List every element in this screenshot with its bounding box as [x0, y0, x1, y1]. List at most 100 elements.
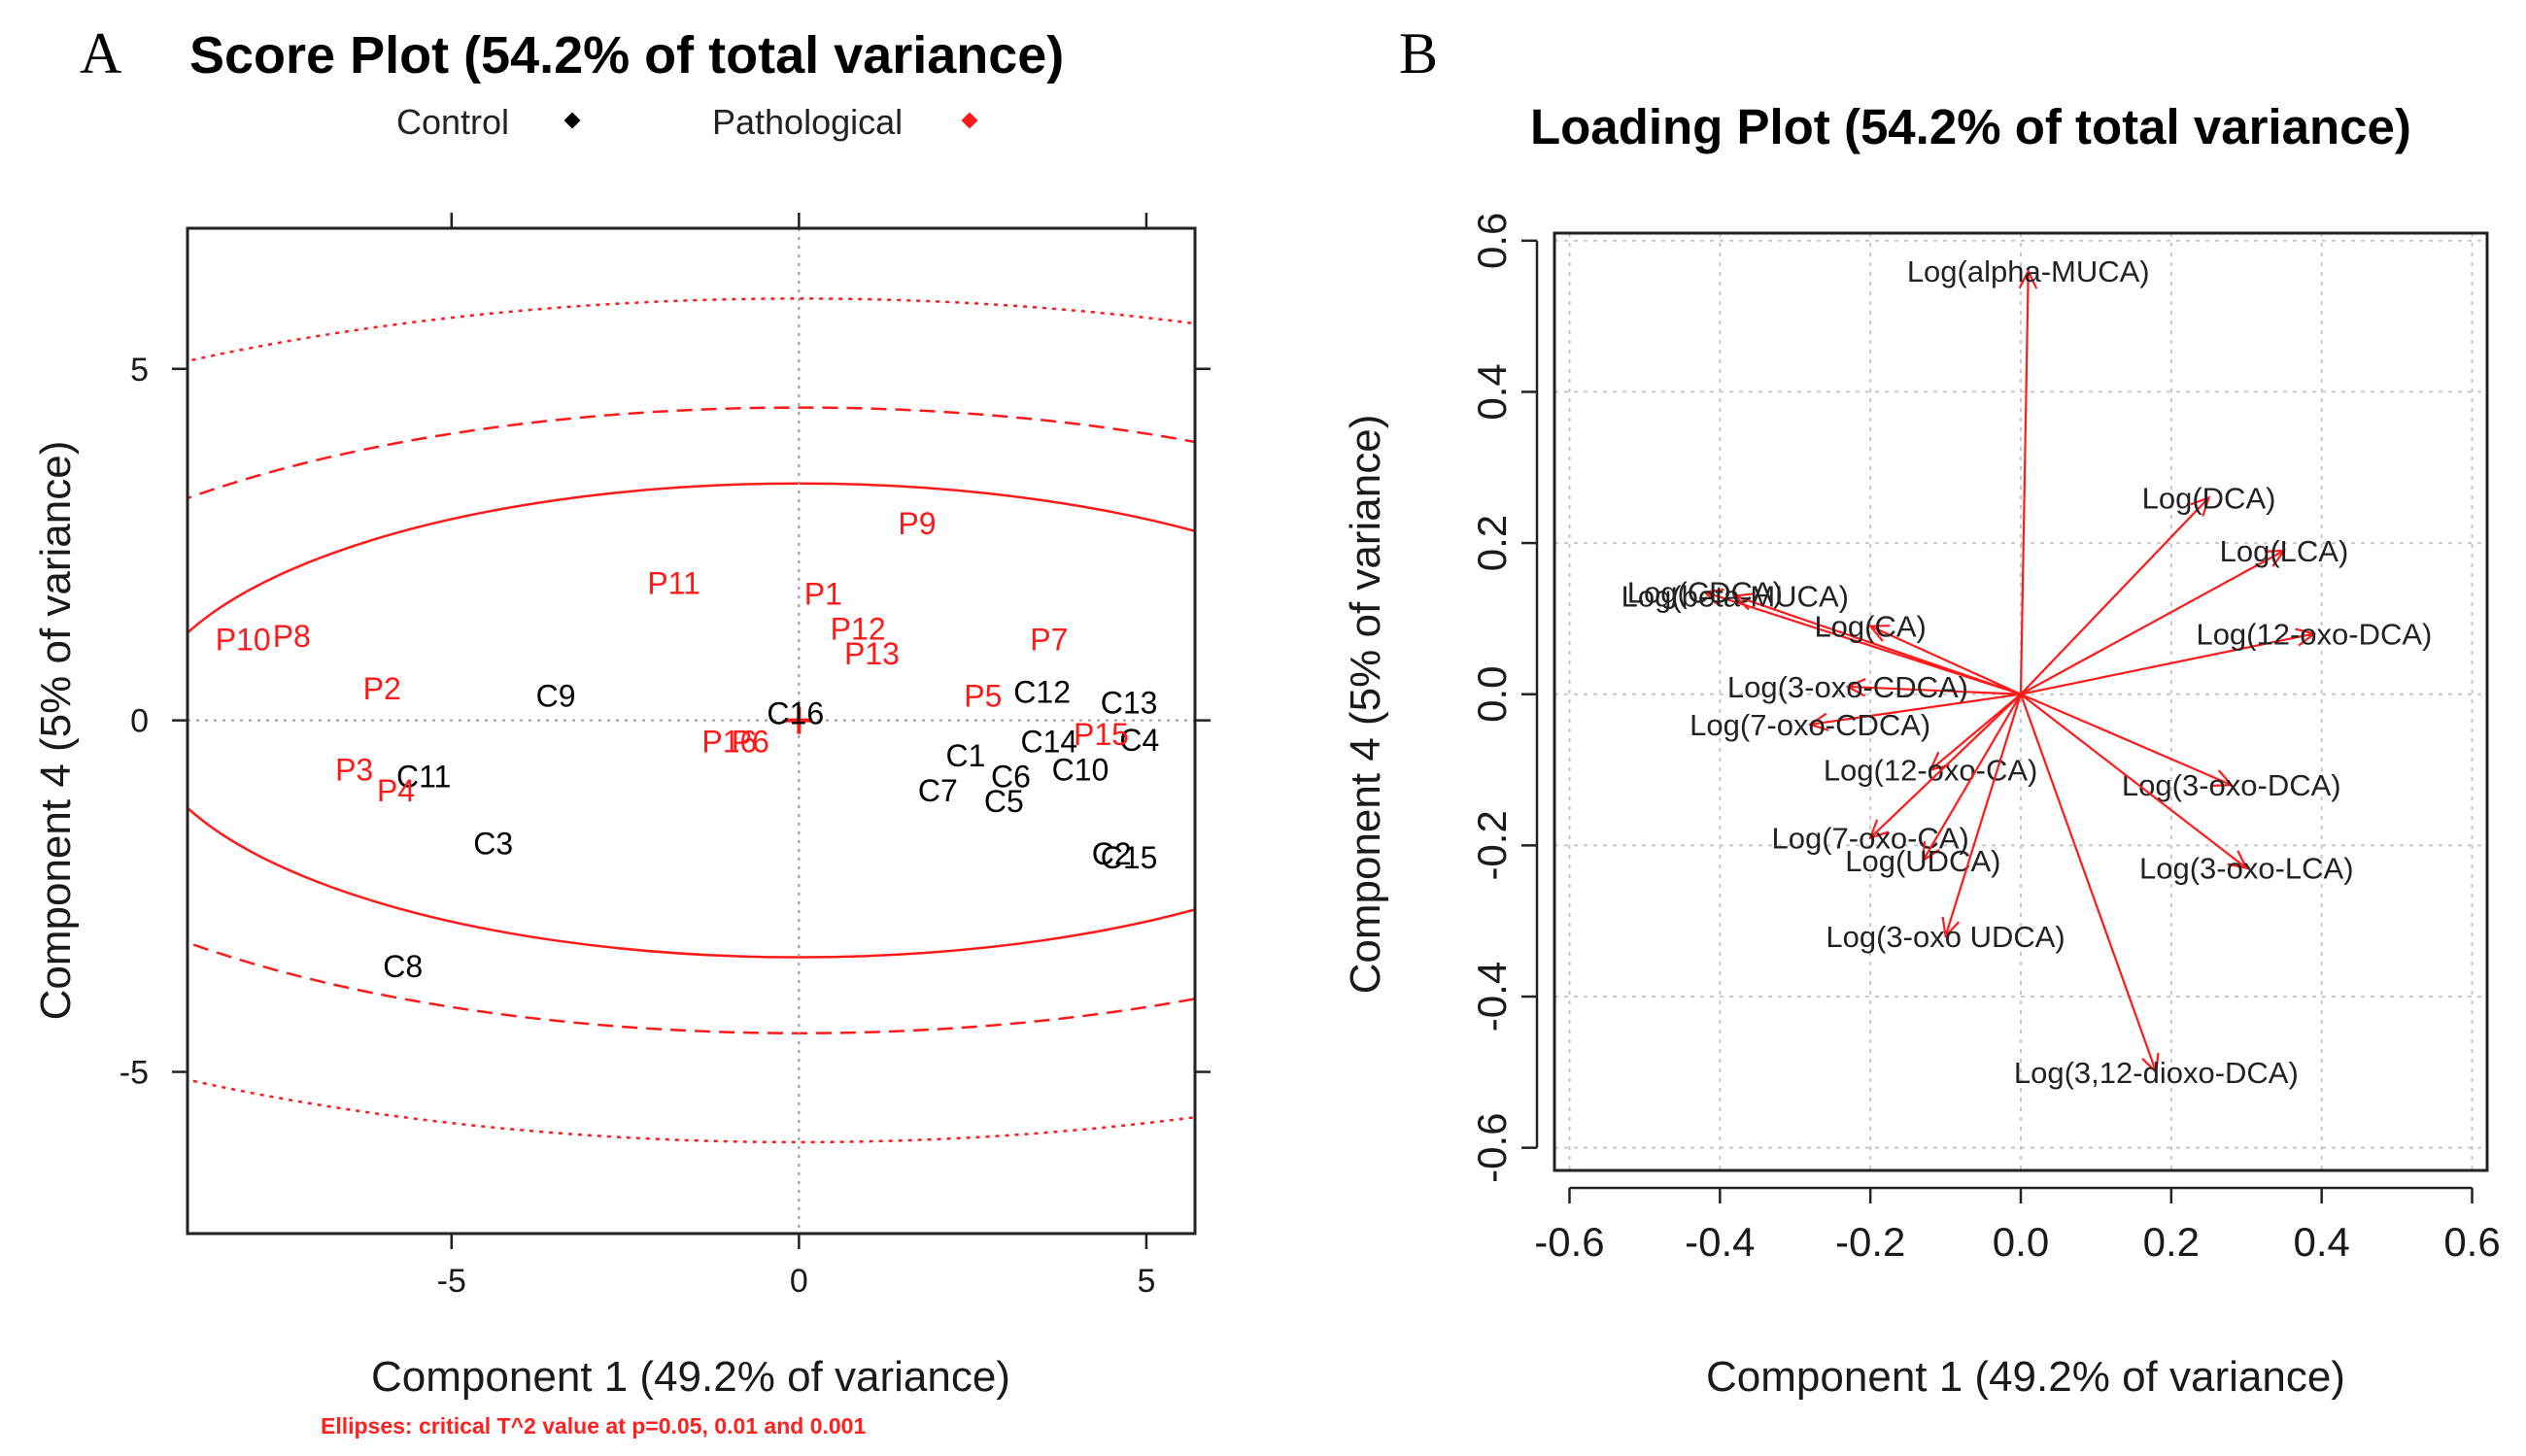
loading-label: Log(beta-MUCA): [1621, 580, 1849, 614]
score-point-c7: C7: [918, 773, 958, 808]
y-tick-label: -0.4: [1469, 962, 1515, 1032]
legend-control-label: Control: [396, 102, 509, 142]
y-tick-label: 0: [130, 703, 149, 740]
loading-arrow-head: [1845, 678, 1866, 697]
score-point-p5: P5: [964, 678, 1002, 713]
loading-arrow-shaft: [1869, 625, 2022, 695]
x-tick-label: -0.2: [1835, 1219, 1905, 1265]
score-point-c11: C11: [396, 760, 451, 795]
x-tick-label: -0.6: [1534, 1219, 1604, 1265]
score-point-p10: P10: [216, 622, 271, 657]
loading-log-3-12-dioxo-dca: Log(3,12-dioxo-DCA): [2014, 694, 2299, 1090]
y-tick-label: -0.2: [1469, 810, 1515, 880]
panel-letter-a: A: [80, 21, 121, 85]
loading-arrow-head: [1807, 712, 1829, 731]
loading-log-3-oxo-lca: Log(3-oxo-LCA): [2020, 693, 2354, 886]
loading-arrow-shaft: [2019, 694, 2158, 1073]
score-point-p9: P9: [898, 506, 936, 541]
x-tick-label: 0.6: [2443, 1219, 2500, 1265]
score-point-c16: C16: [767, 695, 824, 730]
legend-pathological-marker: [961, 112, 978, 129]
score-point-c6: C6: [991, 760, 1031, 795]
score-point-p13: P13: [844, 636, 900, 671]
loading-arrow-shaft: [2020, 693, 2247, 869]
x-tick-label: 0: [790, 1263, 808, 1300]
loading-arrow-shaft: [2019, 270, 2030, 694]
loading-arrow-shaft: [1847, 685, 2022, 695]
loading-arrow-shaft: [1734, 594, 2022, 695]
loading-arrow-shaft: [2020, 496, 2210, 695]
y-tick-label: -5: [119, 1055, 149, 1092]
score-plot-ylabel: Component 4 (5% of variance): [32, 441, 80, 1021]
legend-control-marker: [563, 112, 581, 129]
score-point-p7: P7: [1030, 622, 1068, 657]
score-point-p1: P1: [804, 576, 842, 611]
y-tick-label: 5: [130, 352, 149, 389]
loading-arrow-head: [2295, 627, 2317, 647]
loading-label: Log(3-oxo-DCA): [2122, 768, 2341, 802]
loading-log-beta-muca: Log(beta-MUCA): [1621, 580, 2022, 695]
loading-label: Log(12-oxo-CA): [1824, 754, 2038, 788]
loading-plot-axes: -0.6 -0.4 -0.2 0.0 0.2 0.4 0.6 -0.6 -0.4 -0.2 0.0 0…: [1469, 213, 2501, 1265]
loading-log-3-oxo-dca: Log(3-oxo-DCA): [2020, 693, 2341, 802]
score-point-c2: C2: [1092, 836, 1132, 871]
loading-arrow-shaft: [1810, 693, 2022, 726]
loading-plot-title: Loading Plot (54.2% of total variance): [1530, 99, 2411, 154]
loading-arrow-head: [1868, 819, 1890, 840]
loading-label: Log(3,12-dioxo-DCA): [2014, 1056, 2299, 1090]
loading-arrow-head: [2211, 769, 2235, 788]
loading-plot-panel: B Loading Plot (54.2% of total variance)…: [1342, 21, 2501, 1401]
loading-label: Log(3-oxo-CDCA): [1727, 670, 1968, 704]
loading-label: Log(CA): [1814, 610, 1926, 644]
score-point-c1: C1: [946, 738, 986, 773]
score-point-p4: P4: [377, 773, 415, 808]
x-tick-label: 5: [1137, 1263, 1155, 1300]
y-tick-label: 0.0: [1469, 666, 1515, 723]
loading-log-12-oxo-dca: Log(12-oxo-DCA): [2020, 617, 2432, 695]
score-point-p3: P3: [335, 752, 373, 787]
loading-arrow-shaft: [1944, 694, 2023, 937]
loading-arrow-head: [2190, 495, 2211, 517]
score-point-c14: C14: [1020, 724, 1077, 759]
loading-arrow-head: [1732, 593, 1755, 611]
loading-label: Log(7-oxo-CDCA): [1690, 708, 1930, 742]
score-plot-legend: Control Pathological: [396, 102, 978, 142]
loading-arrow-head: [1702, 588, 1724, 607]
loading-arrow-shaft: [1929, 693, 2022, 771]
score-point-p11: P11: [647, 566, 700, 601]
score-point-c13: C13: [1101, 686, 1158, 721]
loading-label: Log(3-oxo UDCA): [1826, 920, 2065, 954]
loading-arrow-head: [2227, 850, 2249, 870]
x-tick-label: -5: [437, 1263, 466, 1300]
loading-arrow-head: [2141, 1052, 2160, 1075]
loading-arrow-head: [1941, 916, 1961, 939]
loading-arrows: Log(alpha-MUCA) Log(DCA) Log(LCA) Log(12-ox…: [1621, 254, 2433, 1090]
loading-arrow-head: [1929, 751, 1950, 772]
loading-log-lca: Log(LCA): [2020, 534, 2348, 695]
score-point-c15: C15: [1101, 840, 1158, 875]
loading-arrow-shaft: [2020, 693, 2233, 787]
score-point-p6: P6: [732, 724, 769, 759]
confidence-ellipses: [188, 228, 1195, 1234]
y-tick-label: 0.4: [1469, 363, 1515, 420]
score-point-p2: P2: [363, 671, 401, 706]
score-point-c3: C3: [473, 826, 513, 861]
loading-plot-grid: [1554, 233, 2487, 1170]
legend-pathological-label: Pathological: [712, 102, 903, 142]
loading-label: Log(alpha-MUCA): [1907, 254, 2150, 288]
score-plot-frame: [186, 226, 1197, 1236]
x-tick-label: 0.0: [1993, 1219, 2049, 1265]
score-plot-panel: A Score Plot (54.2% of total variance) C…: [32, 21, 1211, 1439]
loading-arrow-shaft: [2020, 632, 2315, 695]
score-point-c8: C8: [383, 949, 423, 984]
loading-arrow-shaft: [2020, 549, 2285, 695]
score-point-p8: P8: [273, 619, 311, 654]
loading-plot-frame: [1553, 231, 2489, 1172]
score-plot-xlabel: Component 1 (49.2% of variance): [371, 1353, 1010, 1401]
score-point-c10: C10: [1052, 752, 1109, 787]
score-point-c9: C9: [536, 678, 576, 713]
loading-arrow-head: [2264, 549, 2287, 567]
loading-label: Log(DCA): [2142, 481, 2276, 515]
y-tick-label: 0.6: [1469, 213, 1515, 269]
